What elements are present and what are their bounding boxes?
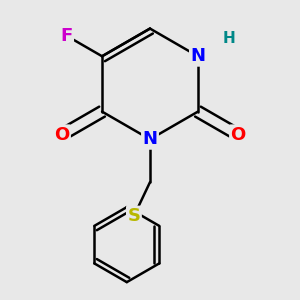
Text: S: S bbox=[128, 207, 140, 225]
Text: O: O bbox=[54, 126, 70, 144]
Text: N: N bbox=[142, 130, 158, 148]
Text: H: H bbox=[223, 31, 235, 46]
Text: O: O bbox=[230, 126, 246, 144]
Text: N: N bbox=[190, 47, 206, 65]
Text: F: F bbox=[60, 27, 73, 45]
